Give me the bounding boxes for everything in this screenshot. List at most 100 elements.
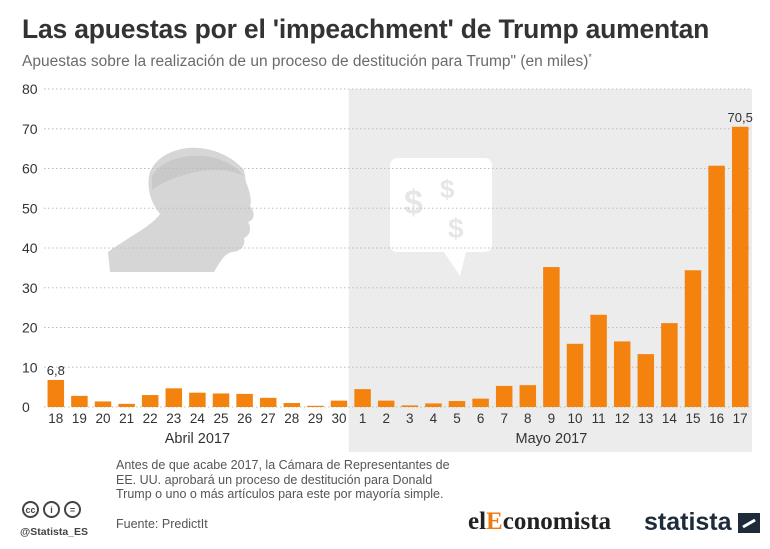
x-tick-label: 10	[567, 411, 582, 426]
svg-text:$: $	[440, 174, 455, 204]
y-tick-label: 60	[22, 161, 38, 177]
data-label: 70,5	[728, 110, 753, 125]
x-tick-label: 20	[95, 411, 110, 426]
chart-subtitle: Apuestas sobre la realización de un proc…	[22, 52, 592, 71]
eleconomista-suffix: conomista	[502, 508, 612, 535]
trump-silhouette-icon	[108, 147, 254, 272]
data-label: 6,8	[47, 363, 65, 378]
x-tick-label: 26	[237, 411, 252, 426]
statista-wordmark: statista	[644, 508, 732, 536]
month-groups: Abril 2017 Mayo 2017	[165, 431, 588, 447]
bar[interactable]	[165, 388, 183, 407]
x-tick-label: 24	[190, 411, 206, 426]
y-tick-label: 10	[22, 359, 38, 375]
statista-mark-icon	[737, 512, 760, 533]
x-tick-label: 15	[685, 411, 700, 426]
bar[interactable]	[684, 270, 702, 407]
x-tick-label: 7	[500, 411, 508, 426]
bar[interactable]	[71, 395, 88, 407]
x-tick-label: 6	[477, 411, 485, 426]
bar[interactable]	[94, 401, 112, 407]
x-tick-label: 22	[143, 411, 158, 426]
license-icons: cc i =	[22, 501, 81, 518]
bar[interactable]	[307, 405, 324, 407]
y-tick-label: 30	[22, 280, 38, 296]
cc-icon[interactable]: cc	[22, 501, 39, 518]
chart-title: Las apuestas por el 'impeachment' de Tru…	[22, 14, 710, 44]
bar[interactable]	[708, 165, 725, 407]
bars	[47, 126, 749, 407]
statista-logo[interactable]: statista	[644, 508, 760, 537]
bar[interactable]	[543, 267, 560, 407]
x-tick-label: 21	[119, 411, 134, 426]
bar[interactable]	[472, 398, 489, 407]
bar[interactable]	[661, 323, 678, 407]
x-tick-label: 2	[382, 411, 390, 426]
x-tick-label: 23	[166, 411, 181, 426]
bar[interactable]	[141, 395, 159, 407]
bar[interactable]	[495, 385, 513, 407]
x-tick-label: 17	[733, 411, 748, 426]
x-tick-label: 12	[615, 411, 630, 426]
subtitle-text: Apuestas sobre la realización de un proc…	[22, 53, 589, 71]
bar[interactable]	[236, 393, 253, 407]
y-tick-label: 80	[22, 81, 38, 97]
x-tick-label: 30	[331, 411, 346, 426]
x-tick-label: 19	[72, 411, 87, 426]
y-tick-label: 0	[22, 399, 30, 415]
bar[interactable]	[283, 403, 301, 407]
x-tick-label: 25	[213, 411, 228, 426]
no-derivatives-icon[interactable]: =	[64, 501, 81, 518]
bar[interactable]	[212, 393, 230, 407]
x-tick-label: 11	[592, 411, 606, 426]
bar[interactable]	[731, 126, 749, 407]
source: Fuente: PredictIt	[116, 517, 208, 531]
dollar-speech-bubble-icon: $ $ $	[390, 158, 492, 276]
bar[interactable]	[637, 354, 655, 407]
bar[interactable]	[189, 392, 206, 407]
x-tick-label: 14	[662, 411, 678, 426]
bar[interactable]	[354, 389, 371, 407]
bar[interactable]	[118, 403, 135, 407]
bar[interactable]	[613, 341, 631, 407]
bar[interactable]	[519, 385, 537, 407]
bar[interactable]	[401, 405, 419, 407]
x-axis: 18 19 20 21 22 23 24 25 26 27 28 29 30 1 2 3 4 5 6 7 8 9 10 11 1…	[48, 411, 747, 426]
bar[interactable]	[259, 397, 277, 407]
x-tick-label: 27	[261, 411, 276, 426]
y-tick-label: 20	[22, 320, 38, 336]
bar[interactable]	[448, 401, 466, 407]
x-tick-label: 16	[709, 411, 724, 426]
y-tick-label: 70	[22, 121, 38, 137]
y-tick-label: 50	[22, 200, 38, 216]
bar[interactable]	[330, 400, 348, 407]
subtitle-footnote-mark: *	[588, 52, 592, 62]
bar[interactable]	[47, 379, 65, 407]
x-tick-label: 18	[48, 411, 63, 426]
bar[interactable]	[566, 343, 584, 407]
eleconomista-accent: E	[486, 508, 503, 535]
attribution-icon[interactable]: i	[43, 501, 60, 518]
x-tick-label: 28	[284, 411, 299, 426]
x-tick-label: 13	[638, 411, 653, 426]
x-tick-label: 5	[453, 411, 461, 426]
decorations: $ $ $	[108, 147, 492, 276]
footnote: Antes de que acabe 2017, la Cámara de Re…	[116, 458, 450, 502]
eleconomista-logo[interactable]: elEconomista	[468, 508, 611, 536]
month-group-label: Mayo 2017	[516, 431, 588, 447]
eleconomista-prefix: el	[468, 508, 487, 535]
x-tick-label: 8	[524, 411, 532, 426]
svg-text:$: $	[404, 184, 423, 222]
y-axis: 0 10 20 30 40 50 60 70 80	[22, 81, 38, 415]
month-group-label: Abril 2017	[165, 431, 230, 447]
x-tick-label: 9	[548, 411, 556, 426]
x-tick-label: 29	[308, 411, 323, 426]
bar[interactable]	[425, 403, 442, 407]
bar[interactable]	[590, 314, 607, 407]
data-labels: 6,8 70,5	[47, 110, 753, 378]
bar[interactable]	[377, 400, 395, 407]
x-tick-label: 4	[430, 411, 438, 426]
svg-text:$: $	[448, 213, 464, 244]
statista-handle[interactable]: @Statista_ES	[20, 526, 89, 538]
